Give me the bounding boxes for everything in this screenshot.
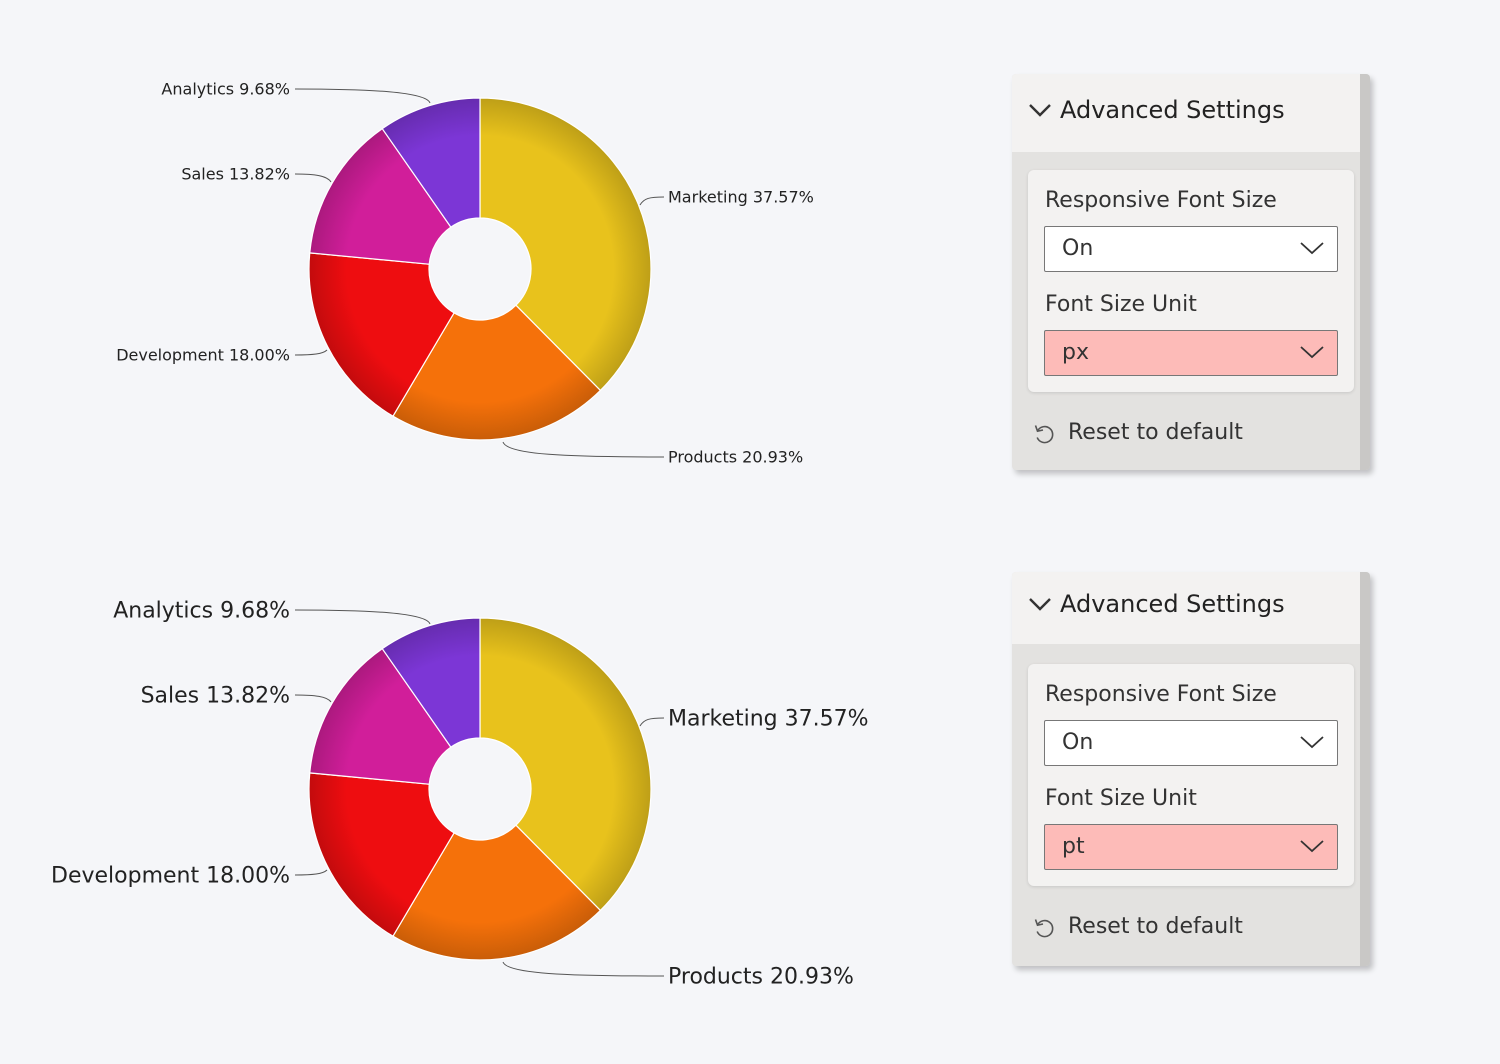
donut-chart-svg: Marketing 37.57% Products 20.93% Developme… xyxy=(116,80,814,467)
slice-sales[interactable] xyxy=(309,647,452,785)
panel-title: Advanced Settings xyxy=(1060,96,1285,124)
settings-card: Responsive Font Size On Font Size Unit p… xyxy=(1028,664,1354,886)
leader-line-development xyxy=(294,349,328,356)
font-size-unit-dropdown[interactable]: pt xyxy=(1044,824,1338,870)
chevron-down-icon[interactable] xyxy=(1300,839,1324,853)
chevron-down-icon[interactable] xyxy=(1300,345,1324,359)
dropdown-value: px xyxy=(1062,340,1089,365)
advanced-settings-header[interactable]: Advanced Settings xyxy=(1012,74,1360,152)
slice-sales[interactable] xyxy=(309,127,452,265)
leader-line-products xyxy=(502,961,665,977)
slice-products[interactable] xyxy=(392,304,602,441)
data-label-development: Development 18.00% xyxy=(51,864,290,889)
slice-products[interactable] xyxy=(392,824,602,961)
slice-analytics[interactable] xyxy=(381,97,481,228)
responsive-font-size-label: Responsive Font Size xyxy=(1045,188,1277,213)
chevron-down-icon[interactable] xyxy=(1028,596,1052,612)
settings-card: Responsive Font Size On Font Size Unit p… xyxy=(1028,170,1354,392)
data-label-analytics: Analytics 9.68% xyxy=(161,80,290,99)
chevron-down-icon[interactable] xyxy=(1300,735,1324,749)
slice-marketing[interactable] xyxy=(479,617,652,912)
advanced-settings-panel: Advanced Settings Responsive Font Size O… xyxy=(1012,572,1370,966)
data-label-development: Development 18.00% xyxy=(116,346,290,365)
leader-line-analytics xyxy=(294,88,431,104)
slice-development[interactable] xyxy=(308,252,455,418)
slice-marketing[interactable] xyxy=(479,97,652,392)
chevron-down-icon[interactable] xyxy=(1028,102,1052,118)
data-label-sales: Sales 13.82% xyxy=(181,165,290,184)
scrollbar[interactable] xyxy=(1360,572,1370,966)
advanced-settings-header[interactable]: Advanced Settings xyxy=(1012,572,1360,644)
leader-line-sales xyxy=(294,173,332,183)
font-size-unit-label: Font Size Unit xyxy=(1045,786,1197,811)
data-label-products: Products 20.93% xyxy=(668,965,854,990)
chevron-down-icon[interactable] xyxy=(1300,241,1324,255)
dropdown-value: On xyxy=(1062,730,1094,755)
data-label-products: Products 20.93% xyxy=(668,448,803,467)
slice-development[interactable] xyxy=(308,772,455,938)
donut-chart-svg: Marketing 37.57% Products 20.93% Developme… xyxy=(51,599,869,990)
data-label-marketing: Marketing 37.57% xyxy=(668,707,869,732)
data-label-marketing: Marketing 37.57% xyxy=(668,188,814,207)
responsive-font-size-dropdown[interactable]: On xyxy=(1044,226,1338,272)
reset-icon xyxy=(1034,425,1054,444)
leader-line-development xyxy=(294,869,328,876)
leader-line-marketing xyxy=(639,717,665,727)
donut-chart-px: Marketing 37.57% Products 20.93% Developme… xyxy=(0,0,960,520)
donut-chart-pt: Marketing 37.57% Products 20.93% Developme… xyxy=(0,520,960,1040)
font-size-unit-label: Font Size Unit xyxy=(1045,292,1197,317)
reset-icon xyxy=(1034,919,1054,938)
scrollbar[interactable] xyxy=(1360,74,1370,470)
slice-analytics[interactable] xyxy=(381,617,481,748)
panel-title: Advanced Settings xyxy=(1060,590,1285,618)
leader-line-products xyxy=(502,441,665,458)
font-size-unit-dropdown[interactable]: px xyxy=(1044,330,1338,376)
reset-label: Reset to default xyxy=(1068,914,1243,939)
dropdown-value: pt xyxy=(1062,834,1085,859)
advanced-settings-panel: Advanced Settings Responsive Font Size O… xyxy=(1012,74,1370,470)
reset-label: Reset to default xyxy=(1068,420,1243,445)
data-label-sales: Sales 13.82% xyxy=(141,684,290,709)
responsive-font-size-dropdown[interactable]: On xyxy=(1044,720,1338,766)
responsive-font-size-label: Responsive Font Size xyxy=(1045,682,1277,707)
dropdown-value: On xyxy=(1062,236,1094,261)
data-label-analytics: Analytics 9.68% xyxy=(113,599,290,624)
leader-line-analytics xyxy=(294,609,431,625)
leader-line-marketing xyxy=(639,196,665,206)
leader-line-sales xyxy=(294,694,332,703)
